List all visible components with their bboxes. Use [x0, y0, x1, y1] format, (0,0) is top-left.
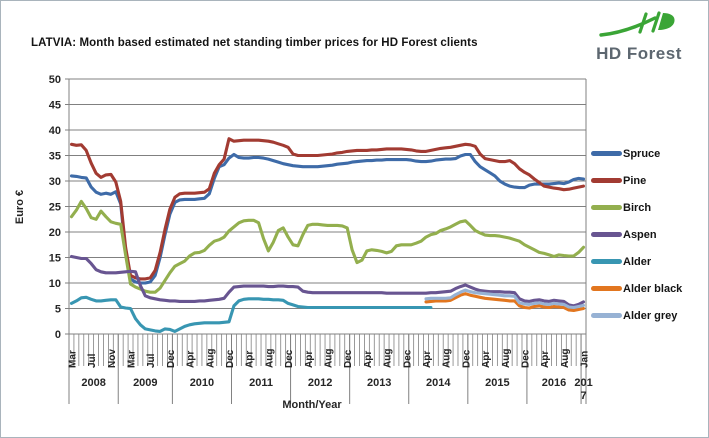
y-tick-label: 35 — [49, 151, 61, 163]
x-tick-label: Aug — [324, 349, 335, 368]
series-lines — [69, 137, 586, 333]
x-tick-label: Dec — [402, 349, 413, 368]
x-tick-label: Aug — [264, 349, 275, 368]
x-tick-label: Dec — [284, 349, 295, 368]
legend-swatch-icon — [591, 232, 622, 237]
year-label: 2011 — [249, 377, 273, 389]
year-label: 2016 — [542, 377, 566, 389]
year-label: 2010 — [190, 377, 214, 389]
y-axis-title: Euro € — [14, 190, 26, 224]
month-tick-labels: Mar Jul Nov Mar Jul Dec Apr Aug Dec Apr Aug Dec Apr A… — [67, 349, 590, 368]
legend-swatch-icon — [591, 286, 622, 291]
hd-forest-logo-text: HD Forest — [596, 44, 682, 63]
chart-title: LATVIA: Month based estimated net standi… — [31, 37, 478, 49]
legend-item-pine: Pine — [591, 167, 682, 194]
x-tick-label: Aug — [442, 349, 453, 368]
series-line-alder-grey — [424, 288, 586, 310]
gridlines: 0 5 10 15 20 25 30 35 40 45 50 — [49, 74, 586, 341]
chart-legend: Spruce Pine Birch Aspen Alder Alder black Alde… — [591, 140, 682, 329]
x-tick-label: Apr — [422, 351, 433, 368]
legend-swatch-icon — [591, 205, 622, 210]
y-tick-label: 5 — [55, 304, 61, 316]
x-tick-label: Dec — [166, 349, 177, 368]
y-tick-label: 0 — [55, 329, 61, 341]
legend-label: Birch — [623, 201, 652, 214]
year-label: 2013 — [367, 377, 391, 389]
series-line-pine — [69, 137, 586, 281]
x-tick-label: Dec — [225, 349, 236, 368]
axes — [68, 79, 587, 335]
x-tick-label: Mar — [67, 350, 78, 368]
legend-item-birch: Birch — [591, 194, 682, 221]
hd-forest-logo-icon — [599, 11, 675, 37]
x-tick-label: Dec — [461, 349, 472, 368]
year-label: 2014 — [426, 377, 451, 389]
legend-item-alder-grey: Alder grey — [591, 302, 682, 329]
legend-item-spruce: Spruce — [591, 140, 682, 167]
x-tick-label: Jan — [580, 351, 591, 368]
legend-swatch-icon — [591, 151, 622, 156]
legend-swatch-icon — [591, 313, 622, 318]
legend-swatch-icon — [591, 178, 622, 183]
legend-label: Spruce — [623, 147, 661, 160]
x-tick-label: Apr — [186, 351, 197, 368]
legend-swatch-icon — [591, 259, 622, 264]
x-tick-label: Aug — [560, 349, 571, 368]
y-tick-label: 45 — [49, 100, 61, 112]
x-tick-label: Apr — [245, 351, 256, 368]
y-tick-label: 10 — [49, 278, 61, 290]
x-axis-separators — [68, 334, 587, 404]
year-label: 201 — [574, 377, 592, 389]
legend-label: Alder grey — [623, 309, 678, 322]
legend-item-aspen: Aspen — [591, 221, 682, 248]
x-axis-title: Month/Year — [282, 399, 342, 411]
hd-forest-logo: HD Forest — [580, 11, 698, 64]
x-tick-label: Jul — [146, 353, 157, 368]
y-tick-label: 20 — [49, 227, 61, 239]
y-tick-label: 15 — [49, 253, 61, 265]
x-tick-label: Nov — [107, 349, 118, 368]
legend-label: Alder — [623, 255, 652, 268]
y-tick-label: 50 — [49, 74, 61, 86]
year-label: 2015 — [485, 377, 509, 389]
year-label: 2009 — [133, 377, 157, 389]
series-line-aspen — [69, 254, 586, 308]
y-tick-label: 30 — [49, 176, 61, 188]
x-tick-label: Aug — [383, 349, 394, 368]
series-line-birch — [69, 199, 586, 294]
series-line-alder — [69, 295, 433, 333]
y-tick-label: 40 — [49, 125, 61, 137]
x-tick-label: Aug — [205, 349, 216, 368]
series-line-alder-black — [424, 292, 586, 313]
x-tick-label: Jul — [87, 353, 98, 368]
year-label: 2008 — [81, 377, 105, 389]
series-line-spruce — [69, 152, 586, 285]
year-label: 7 — [580, 390, 586, 402]
x-tick-label: Aug — [501, 349, 512, 368]
year-label: 2012 — [308, 377, 332, 389]
x-tick-label: Apr — [481, 351, 492, 368]
legend-label: Alder black — [623, 282, 683, 295]
legend-label: Aspen — [623, 228, 657, 241]
legend-label: Pine — [623, 174, 647, 187]
x-tick-label: Apr — [304, 351, 315, 368]
legend-item-alder: Alder — [591, 248, 682, 275]
x-tick-label: Mar — [127, 350, 138, 368]
x-tick-label: Dec — [343, 349, 354, 368]
x-tick-label: Dec — [520, 349, 531, 368]
legend-item-alder-black: Alder black — [591, 275, 682, 302]
x-tick-label: Apr — [540, 351, 551, 368]
y-tick-label: 25 — [49, 202, 61, 214]
x-tick-label: Apr — [363, 351, 374, 368]
